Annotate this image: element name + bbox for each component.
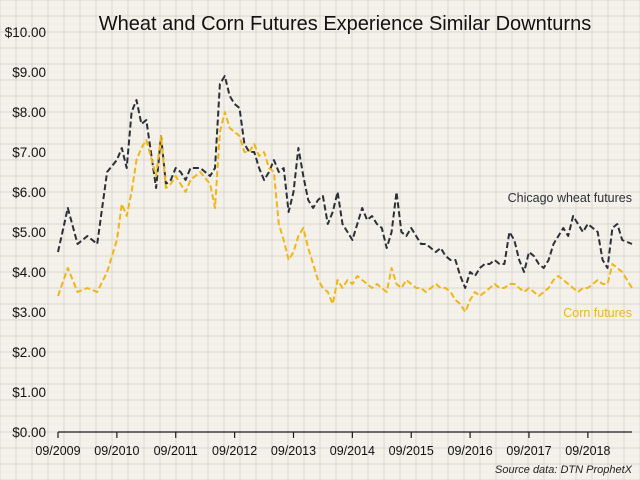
- y-tick-label: $5.00: [12, 225, 46, 240]
- x-tick-label: 09/2014: [330, 444, 375, 458]
- x-tick-label: 09/2013: [271, 444, 316, 458]
- chart-title: Wheat and Corn Futures Experience Simila…: [99, 13, 591, 35]
- x-tick-label: 09/2009: [35, 444, 80, 458]
- wheat-futures-line: [57, 75, 633, 289]
- corn-futures-line: [57, 111, 633, 313]
- x-tick-label: 09/2010: [94, 444, 139, 458]
- y-tick-label: $3.00: [12, 305, 46, 320]
- y-tick-label: $10.00: [5, 25, 46, 40]
- series-lines: [57, 75, 633, 313]
- wheat-series-label: Chicago wheat futures: [508, 191, 632, 205]
- y-tick-label: $7.00: [12, 145, 46, 160]
- x-tick-label: 09/2018: [565, 444, 610, 458]
- x-tick-label: 09/2015: [389, 444, 434, 458]
- y-tick-label: $8.00: [12, 105, 46, 120]
- x-tick-labels: 09/2009 09/2010 09/2011 09/2012 09/2013 09/20…: [35, 432, 610, 458]
- y-tick-label: $9.00: [12, 65, 46, 80]
- y-tick-label: $6.00: [12, 185, 46, 200]
- x-tick-label: 09/2017: [506, 444, 551, 458]
- x-tick-label: 09/2016: [448, 444, 493, 458]
- y-tick-label: $0.00: [12, 425, 46, 440]
- y-tick-label: $1.00: [12, 385, 46, 400]
- corn-series-label: Corn futures: [563, 306, 632, 320]
- x-tick-label: 09/2011: [154, 444, 198, 458]
- y-tick-label: $2.00: [12, 345, 46, 360]
- source-note: Source data: DTN ProphetX: [495, 464, 633, 476]
- y-tick-labels: $0.00 $1.00 $2.00 $3.00 $4.00 $5.00 $6.00 $7.00…: [5, 25, 46, 440]
- y-tick-label: $4.00: [12, 265, 46, 280]
- x-tick-label: 09/2012: [212, 444, 257, 458]
